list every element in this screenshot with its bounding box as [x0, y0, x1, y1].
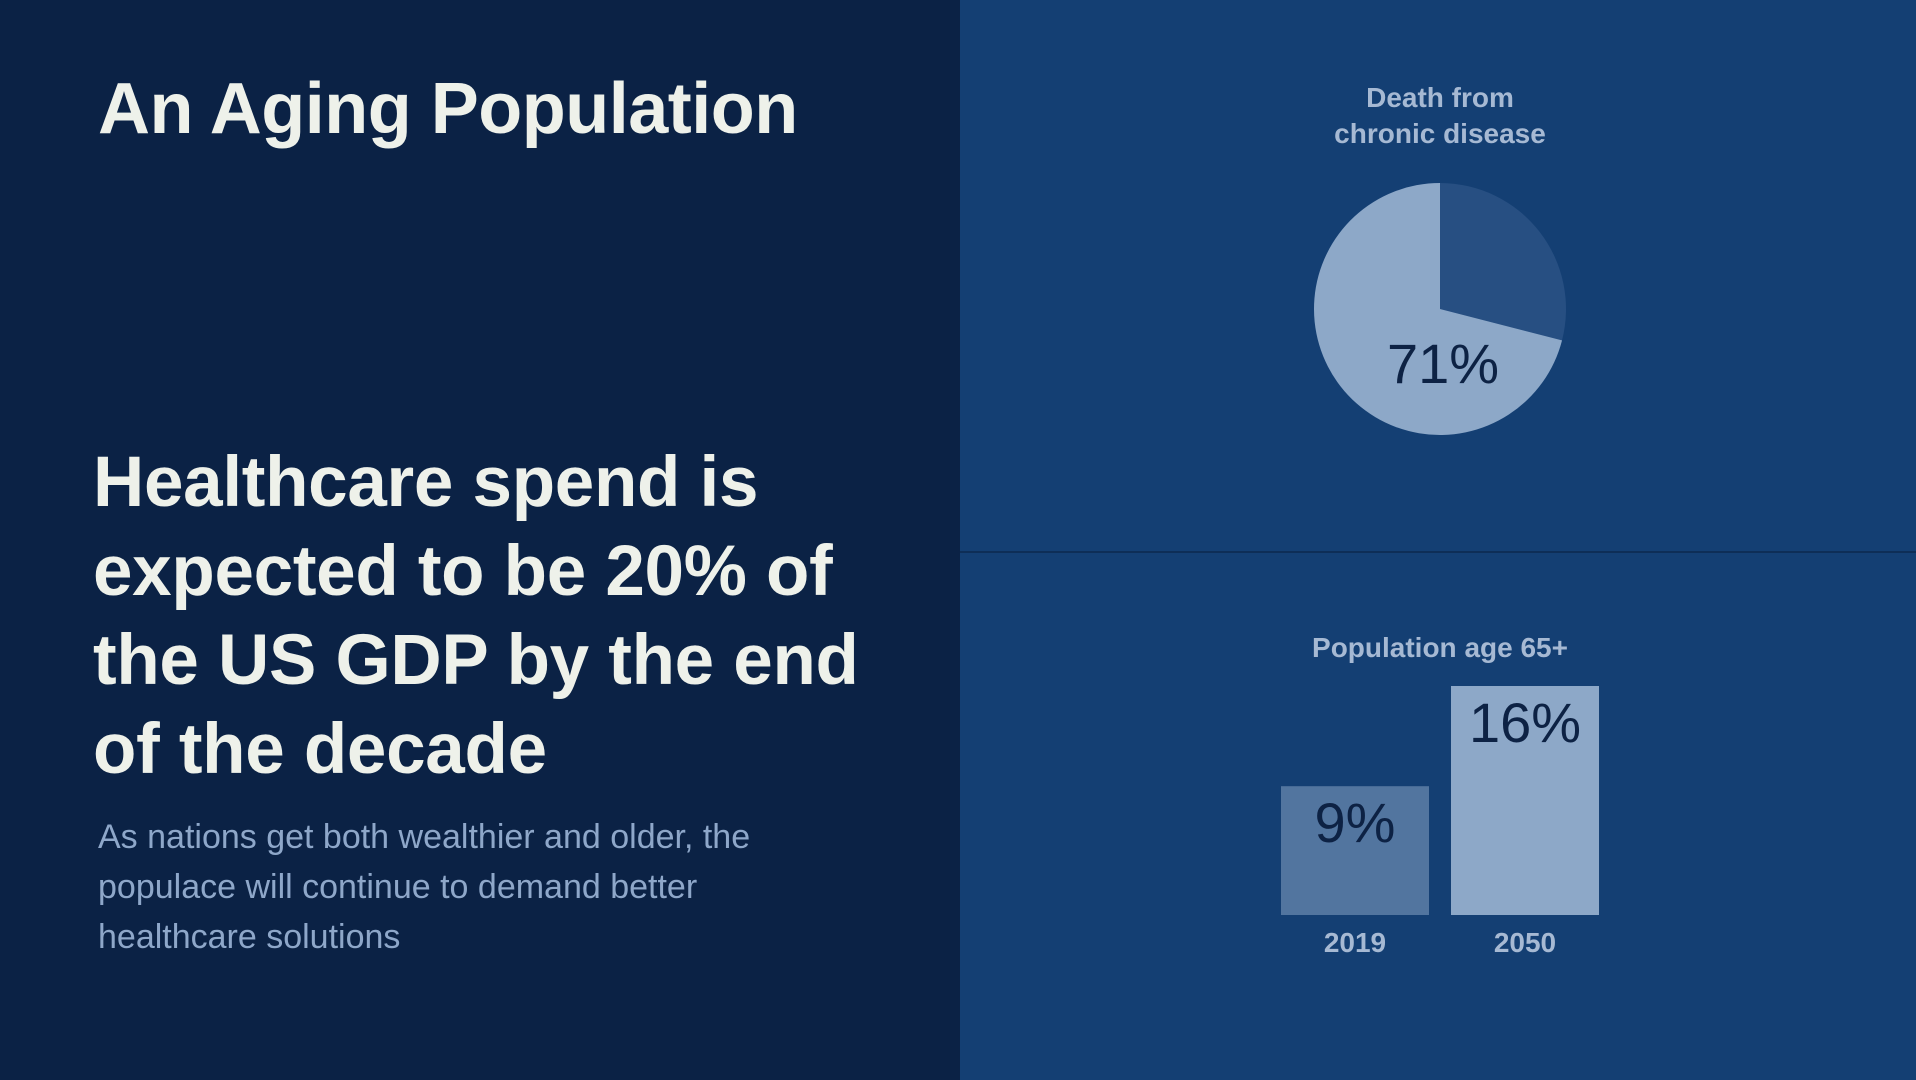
- pie-slice: [1314, 183, 1563, 435]
- bar-value-label: 16%: [1469, 691, 1581, 754]
- right-panel: [960, 0, 1916, 1080]
- pie-chart: 71%: [1314, 183, 1567, 435]
- bar-2019: [1281, 786, 1429, 915]
- panel-divider: [960, 551, 1916, 553]
- headline: Healthcare spend is expected to be 20% o…: [93, 443, 859, 789]
- pie-slice-label: 71%: [1387, 332, 1499, 395]
- left-panel: An Aging Population Healthcare spend is …: [93, 69, 859, 956]
- pie-title-line: chronic disease: [1334, 118, 1546, 149]
- pie-slice: [1440, 183, 1567, 341]
- bar-chart: 9% 2019 16% 2050: [1281, 686, 1599, 958]
- pie-title-line: Death from: [1366, 82, 1514, 113]
- bar-category-label: 2050: [1494, 927, 1556, 958]
- bar-value-label: 9%: [1315, 791, 1396, 854]
- bar-chart-title: Population age 65+: [1312, 632, 1568, 663]
- pie-chart-title: Death from chronic disease: [1240, 80, 1640, 152]
- bar-category-label: 2019: [1324, 927, 1386, 958]
- body-text: As nations get both wealthier and older,…: [98, 818, 751, 956]
- slide-title: An Aging Population: [98, 69, 798, 149]
- bar-2050: [1451, 686, 1599, 915]
